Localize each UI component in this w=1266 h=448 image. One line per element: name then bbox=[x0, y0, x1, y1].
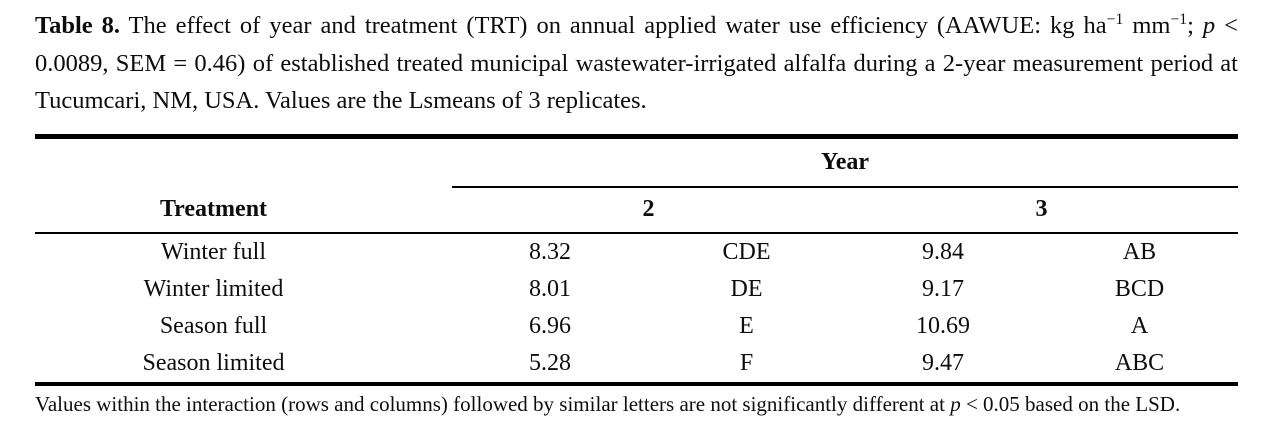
treatment-cell: Season full bbox=[159, 312, 268, 339]
treatment-header-cell: Treatment bbox=[35, 186, 452, 234]
caption-table-number: Table 8. bbox=[35, 12, 121, 39]
year-header-cell: Year bbox=[452, 136, 1239, 188]
table-row: Season full 6.96 E 10.69 A bbox=[35, 308, 1238, 345]
empty-corner-cell bbox=[35, 136, 452, 187]
year2-value-cell: 8.32 bbox=[529, 238, 571, 265]
year3-letters-cell: BCD bbox=[1114, 275, 1165, 302]
year2-value-cell: 5.28 bbox=[529, 349, 571, 376]
superscript-exponent: −1 bbox=[1106, 10, 1124, 28]
year-3-header-cell: 3 bbox=[845, 186, 1239, 234]
footnote-text-1: Values within the interaction (rows and … bbox=[35, 391, 951, 416]
year2-value-cell: 8.01 bbox=[529, 275, 571, 302]
caption-text-4: < 0.0089, SEM = 0.46) of established tre… bbox=[35, 12, 1238, 114]
treatment-cell: Winter full bbox=[161, 238, 266, 265]
year2-letters-cell: CDE bbox=[722, 238, 771, 265]
results-table: Year Treatment 2 3 Winter full 8.32 CDE … bbox=[35, 133, 1239, 386]
year3-value-cell: 9.47 bbox=[922, 349, 964, 376]
caption-text-3: ; bbox=[1187, 12, 1203, 39]
table-caption: Table 8. The effect of year and treatmen… bbox=[35, 7, 1238, 120]
year-2-header-cell: 2 bbox=[452, 186, 845, 234]
table-row: Winter full 8.32 CDE 9.84 AB bbox=[35, 233, 1238, 271]
table-row: Season limited 5.28 F 9.47 ABC bbox=[35, 345, 1238, 384]
year3-value-cell: 10.69 bbox=[916, 312, 970, 339]
year2-value-cell: 6.96 bbox=[529, 312, 571, 339]
year3-letters-cell: A bbox=[1130, 312, 1149, 339]
year2-letters-cell: E bbox=[739, 312, 754, 339]
year-header-row: Year bbox=[35, 136, 1239, 188]
year3-letters-cell: ABC bbox=[1114, 349, 1165, 376]
superscript-exponent: −1 bbox=[1170, 10, 1188, 28]
year2-letters-cell: F bbox=[739, 349, 754, 376]
p-value-symbol: p bbox=[950, 391, 961, 416]
table-row: Winter limited 8.01 DE 9.17 BCD bbox=[35, 271, 1238, 308]
table-footnote: Values within the interaction (rows and … bbox=[35, 391, 1238, 417]
footnote-text-2: < 0.05 based on the LSD. bbox=[960, 391, 1181, 416]
treatment-cell: Season limited bbox=[142, 349, 285, 376]
caption-text-2: mm bbox=[1123, 12, 1171, 39]
year3-value-cell: 9.17 bbox=[922, 275, 964, 302]
year3-value-cell: 9.84 bbox=[922, 238, 964, 265]
year2-letters-cell: DE bbox=[730, 275, 763, 302]
treatment-cell: Winter limited bbox=[143, 275, 284, 302]
caption-text-1: The effect of year and treatment (TRT) o… bbox=[120, 12, 1107, 39]
year3-letters-cell: AB bbox=[1122, 238, 1157, 265]
column-header-row: Treatment 2 3 bbox=[35, 186, 1239, 234]
p-value-symbol: p bbox=[1202, 12, 1216, 39]
